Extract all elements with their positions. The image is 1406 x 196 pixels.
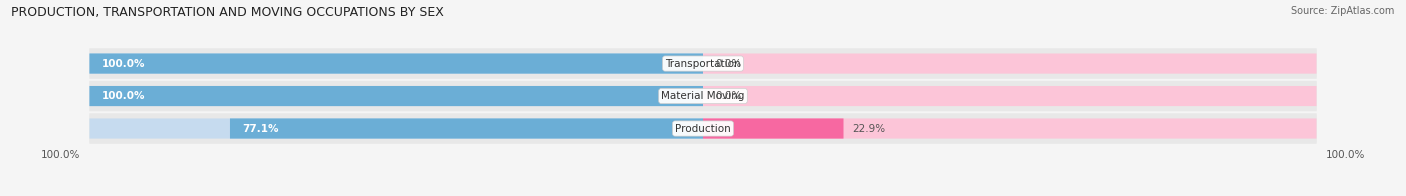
FancyBboxPatch shape [89, 48, 1317, 79]
FancyBboxPatch shape [90, 86, 703, 106]
FancyBboxPatch shape [90, 86, 703, 106]
FancyBboxPatch shape [90, 54, 703, 74]
Text: Source: ZipAtlas.com: Source: ZipAtlas.com [1291, 6, 1395, 16]
Text: PRODUCTION, TRANSPORTATION AND MOVING OCCUPATIONS BY SEX: PRODUCTION, TRANSPORTATION AND MOVING OC… [11, 6, 444, 19]
Text: 100.0%: 100.0% [41, 150, 80, 160]
Text: Material Moving: Material Moving [661, 91, 745, 101]
Text: Transportation: Transportation [665, 59, 741, 69]
FancyBboxPatch shape [703, 118, 1316, 139]
Text: 0.0%: 0.0% [716, 59, 741, 69]
FancyBboxPatch shape [703, 86, 1316, 106]
Text: 0.0%: 0.0% [716, 91, 741, 101]
FancyBboxPatch shape [89, 113, 1317, 144]
FancyBboxPatch shape [703, 54, 1316, 74]
Text: 77.1%: 77.1% [242, 123, 278, 133]
Text: 100.0%: 100.0% [101, 91, 145, 101]
FancyBboxPatch shape [90, 54, 703, 74]
FancyBboxPatch shape [231, 118, 703, 139]
FancyBboxPatch shape [703, 118, 844, 139]
Text: Production: Production [675, 123, 731, 133]
FancyBboxPatch shape [89, 81, 1317, 111]
Text: 100.0%: 100.0% [1326, 150, 1365, 160]
Text: 100.0%: 100.0% [101, 59, 145, 69]
FancyBboxPatch shape [90, 118, 703, 139]
Text: 22.9%: 22.9% [852, 123, 886, 133]
